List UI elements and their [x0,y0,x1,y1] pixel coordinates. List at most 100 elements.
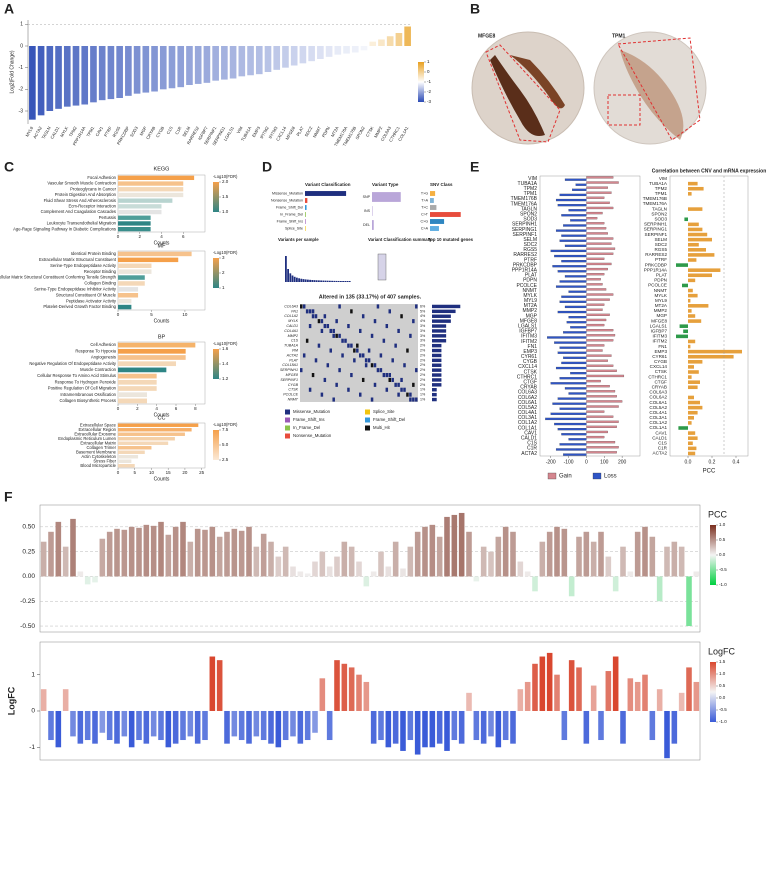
gene-label: COL1A2 [649,420,667,425]
bar [554,674,560,711]
matrix-cell [406,392,409,397]
pcc-bar [688,242,699,247]
bar [118,428,192,432]
matrix-cell [353,348,356,353]
bar [444,710,450,751]
bar [385,710,392,748]
bar [118,432,185,436]
matrix-cell [388,309,391,314]
matrix-cell [308,309,312,314]
pcc-bar [688,441,693,446]
frequency-label: 2% [420,373,426,377]
x-tick-label: 2 [138,234,141,239]
gene-label: MFGE8 [520,318,537,324]
cnv-bar [570,372,587,375]
bar [430,219,445,224]
x-tick-label: 0 [117,234,120,239]
pcc-bar [688,268,721,272]
gene-label: IFITM3 [652,334,667,339]
x-tick-label: 0.2 [709,459,716,465]
bar [187,710,194,737]
gene-label: SERPINH1 [280,368,298,372]
frequency-bar [432,383,442,387]
gene-label: C1R [527,446,537,452]
gene-label: COL6A3 [518,390,537,396]
gene-label: CTHRC1 [648,374,667,379]
legend-swatch [365,425,370,431]
decor-bar [346,281,349,282]
bar [297,710,304,744]
colorbar [213,182,219,212]
gene-label: SPON2 [520,212,537,218]
pcc-bar [688,436,698,440]
cnv-bar [563,331,587,334]
bar [458,512,465,577]
matrix-cell [317,343,321,348]
plot-frame [39,641,701,761]
bar [98,46,106,101]
bar [378,39,385,46]
bar [247,46,254,76]
bar [495,710,502,748]
category-label: Intramembranous Ossification [60,392,116,397]
bar [106,531,113,577]
bar [598,531,604,577]
x-tick-label: RGS5 [111,125,121,138]
frequency-bar [432,397,437,402]
bar [510,710,516,744]
category-label: Cell Adhesion [90,342,116,347]
bar [238,46,246,77]
bar [495,536,502,577]
bar [576,667,582,711]
bar [305,198,308,203]
cnv-bar [586,252,614,255]
cnv-bar [570,326,587,329]
x-tick-label: MYL9 [24,125,34,138]
pcc-bar [678,426,688,430]
bar [118,192,184,198]
x-tick-label: ACTA2 [32,125,43,140]
bar [260,710,267,741]
gene-label: MMP2 [288,334,298,338]
pcc-bar [688,186,704,191]
bar [118,204,162,209]
y-axis-label: Log2(Fold Change) [9,50,15,93]
pcc-bar [688,395,694,400]
x-tick-label: 4 [155,406,158,411]
bar [90,46,97,103]
gene-label: COL4A1 [649,410,667,415]
gene-label: TPM1 [655,191,668,196]
matrix-cell [376,304,380,309]
legend-swatch [365,409,370,415]
cnv-bar [561,234,587,237]
pcc-bar [688,237,712,242]
bar [107,46,115,100]
gene-label: CALD1 [286,324,298,328]
legend-swatch [285,409,290,415]
decor-bar [285,256,287,282]
gene-label: SERPINH1 [512,222,537,228]
gene-label: CYR61 [652,354,667,359]
bar [360,46,368,51]
pcc-bar [688,181,698,186]
category-label: Extracellular Matrix Structural Constitu… [39,257,117,262]
bar [72,46,80,106]
bar [180,521,186,577]
bar [693,571,700,577]
cnv-bar [586,334,616,337]
bar [466,531,472,577]
x-tick-label: C1R [174,126,183,136]
bar [363,576,370,587]
matrix-cell [311,314,315,319]
matrix-cell [335,333,338,338]
frequency-label: 4% [420,319,426,323]
legend-swatch [285,425,290,431]
frequency-bar [432,319,451,323]
bar [143,524,150,577]
onco-title: Altered in 135 (33.17%) of 407 samples. [319,294,422,300]
bar [451,710,458,741]
bar [158,521,164,577]
cnv-bar [552,402,587,405]
bar [282,710,289,741]
gene-label: MYL9 [524,298,537,304]
